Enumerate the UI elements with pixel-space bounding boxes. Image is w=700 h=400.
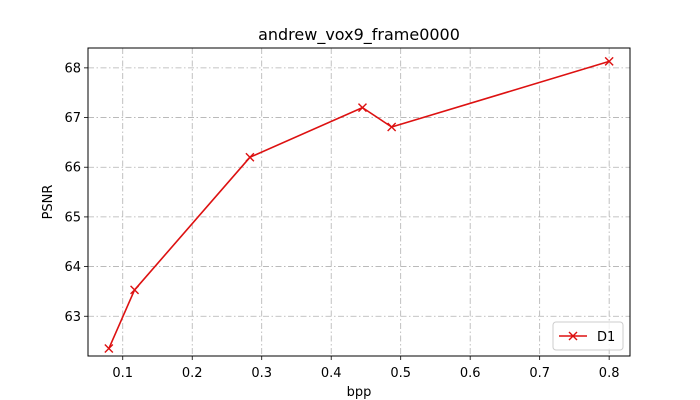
data-point-marker — [357, 103, 367, 113]
x-tick-label: 0.4 — [321, 366, 342, 381]
data-point-marker — [130, 285, 140, 295]
legend: D1 — [552, 321, 624, 351]
y-tick-label: 65 — [64, 210, 81, 225]
grid — [88, 48, 630, 356]
x-tick-label: 0.1 — [112, 366, 133, 381]
data-point-marker — [104, 344, 114, 354]
legend-label: D1 — [597, 330, 615, 345]
x-tick-label: 0.8 — [599, 366, 620, 381]
y-tick-label: 63 — [64, 310, 81, 325]
data-point-marker — [245, 152, 255, 162]
data-point-marker — [604, 56, 614, 66]
x-tick-label: 0.2 — [182, 366, 203, 381]
legend-box — [552, 321, 624, 351]
x-tick-label: 0.5 — [390, 366, 411, 381]
x-tick-label: 0.7 — [529, 366, 550, 381]
series-layer — [104, 56, 614, 354]
y-tick-label: 67 — [64, 111, 81, 126]
y-axis-label: PSNR — [41, 185, 56, 220]
x-tick-label: 0.6 — [460, 366, 481, 381]
series-line — [108, 60, 610, 349]
plot-area-frame — [87, 47, 631, 357]
y-tick-label: 68 — [64, 61, 81, 76]
y-tick-label: 66 — [64, 161, 81, 176]
y-tick-label: 64 — [64, 260, 81, 275]
data-point-marker — [387, 122, 397, 132]
axis-ticks: 0.1 0.2 0.3 0.4 0.5 0.6 0.7 0.8 63 64 65 66 67 68 — [64, 61, 619, 381]
x-tick-label: 0.3 — [251, 366, 272, 381]
x-axis-label: bpp — [347, 385, 372, 400]
legend-x-marker-icon — [568, 331, 578, 341]
chart-title: andrew_vox9_frame0000 — [258, 25, 460, 45]
